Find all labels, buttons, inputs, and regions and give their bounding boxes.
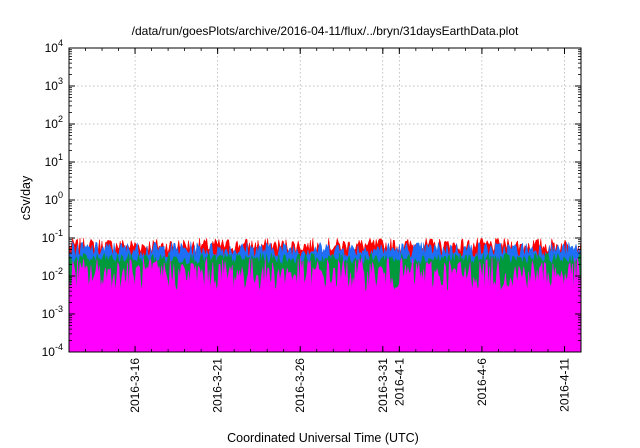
y-tick-label: 101	[45, 152, 63, 169]
y-tick-base: 10	[45, 41, 59, 55]
y-tick-base: 10	[45, 117, 59, 131]
y-tick-base: 10	[42, 269, 56, 283]
y-tick-exponent: 2	[58, 114, 63, 124]
y-tick-label: 102	[45, 114, 63, 131]
y-tick-base: 10	[42, 345, 56, 359]
y-tick-exponent: -4	[55, 342, 63, 352]
series-area-4	[68, 257, 582, 353]
y-tick-label: 10-4	[42, 342, 63, 359]
y-tick-exponent: -1	[55, 228, 63, 238]
x-tick-label: 2016-3-21	[211, 358, 225, 413]
dropout-spike	[140, 291, 143, 352]
y-tick-exponent: -2	[55, 266, 63, 276]
y-tick-base: 10	[42, 231, 56, 245]
chart-title: /data/run/goesPlots/archive/2016-04-11/f…	[132, 24, 519, 38]
y-tick-base: 10	[45, 193, 59, 207]
y-tick-label: 100	[45, 190, 63, 207]
y-tick-exponent: 1	[58, 152, 63, 162]
dropout-spike	[107, 291, 110, 352]
x-tick-label: 2016-4-6	[475, 358, 489, 406]
dropout-spike	[288, 291, 292, 352]
y-axis-label: cSv/day	[19, 175, 33, 220]
x-tick-label: 2016-3-26	[293, 358, 307, 413]
y-tick-label: 103	[45, 76, 63, 93]
y-tick-label: 10-1	[42, 228, 63, 245]
x-axis-label: Coordinated Universal Time (UTC)	[227, 431, 419, 445]
y-tick-exponent: 3	[58, 76, 63, 86]
x-tick-labels: 2016-3-16 2016-3-21 2016-3-26 2016-3-31 2016…	[128, 358, 571, 413]
data-series	[68, 237, 582, 353]
x-tick-label: 2016-3-16	[128, 358, 142, 413]
y-tick-label: 104	[45, 38, 63, 55]
y-tick-base: 10	[45, 155, 59, 169]
x-tick-label: 2016-3-31	[376, 358, 390, 413]
y-tick-exponent: 4	[58, 38, 63, 48]
dropout-spike	[156, 291, 160, 352]
y-tick-label: 10-3	[42, 304, 63, 321]
y-tick-base: 10	[42, 307, 56, 321]
dropout-spike	[189, 291, 193, 352]
dropout-spike	[371, 291, 374, 352]
x-tick-label: 2016-4-11	[557, 358, 571, 412]
x-tick-label: 2016-4-1	[392, 358, 406, 406]
axis-ticks	[68, 47, 582, 353]
y-tick-exponent: -3	[55, 304, 63, 314]
y-tick-base: 10	[45, 79, 59, 93]
dropout-spike	[519, 291, 523, 352]
dropout-spike	[255, 291, 259, 352]
y-tick-exponent: 0	[58, 190, 63, 200]
y-tick-label: 10-2	[42, 266, 63, 283]
dropout-spike	[74, 291, 77, 352]
